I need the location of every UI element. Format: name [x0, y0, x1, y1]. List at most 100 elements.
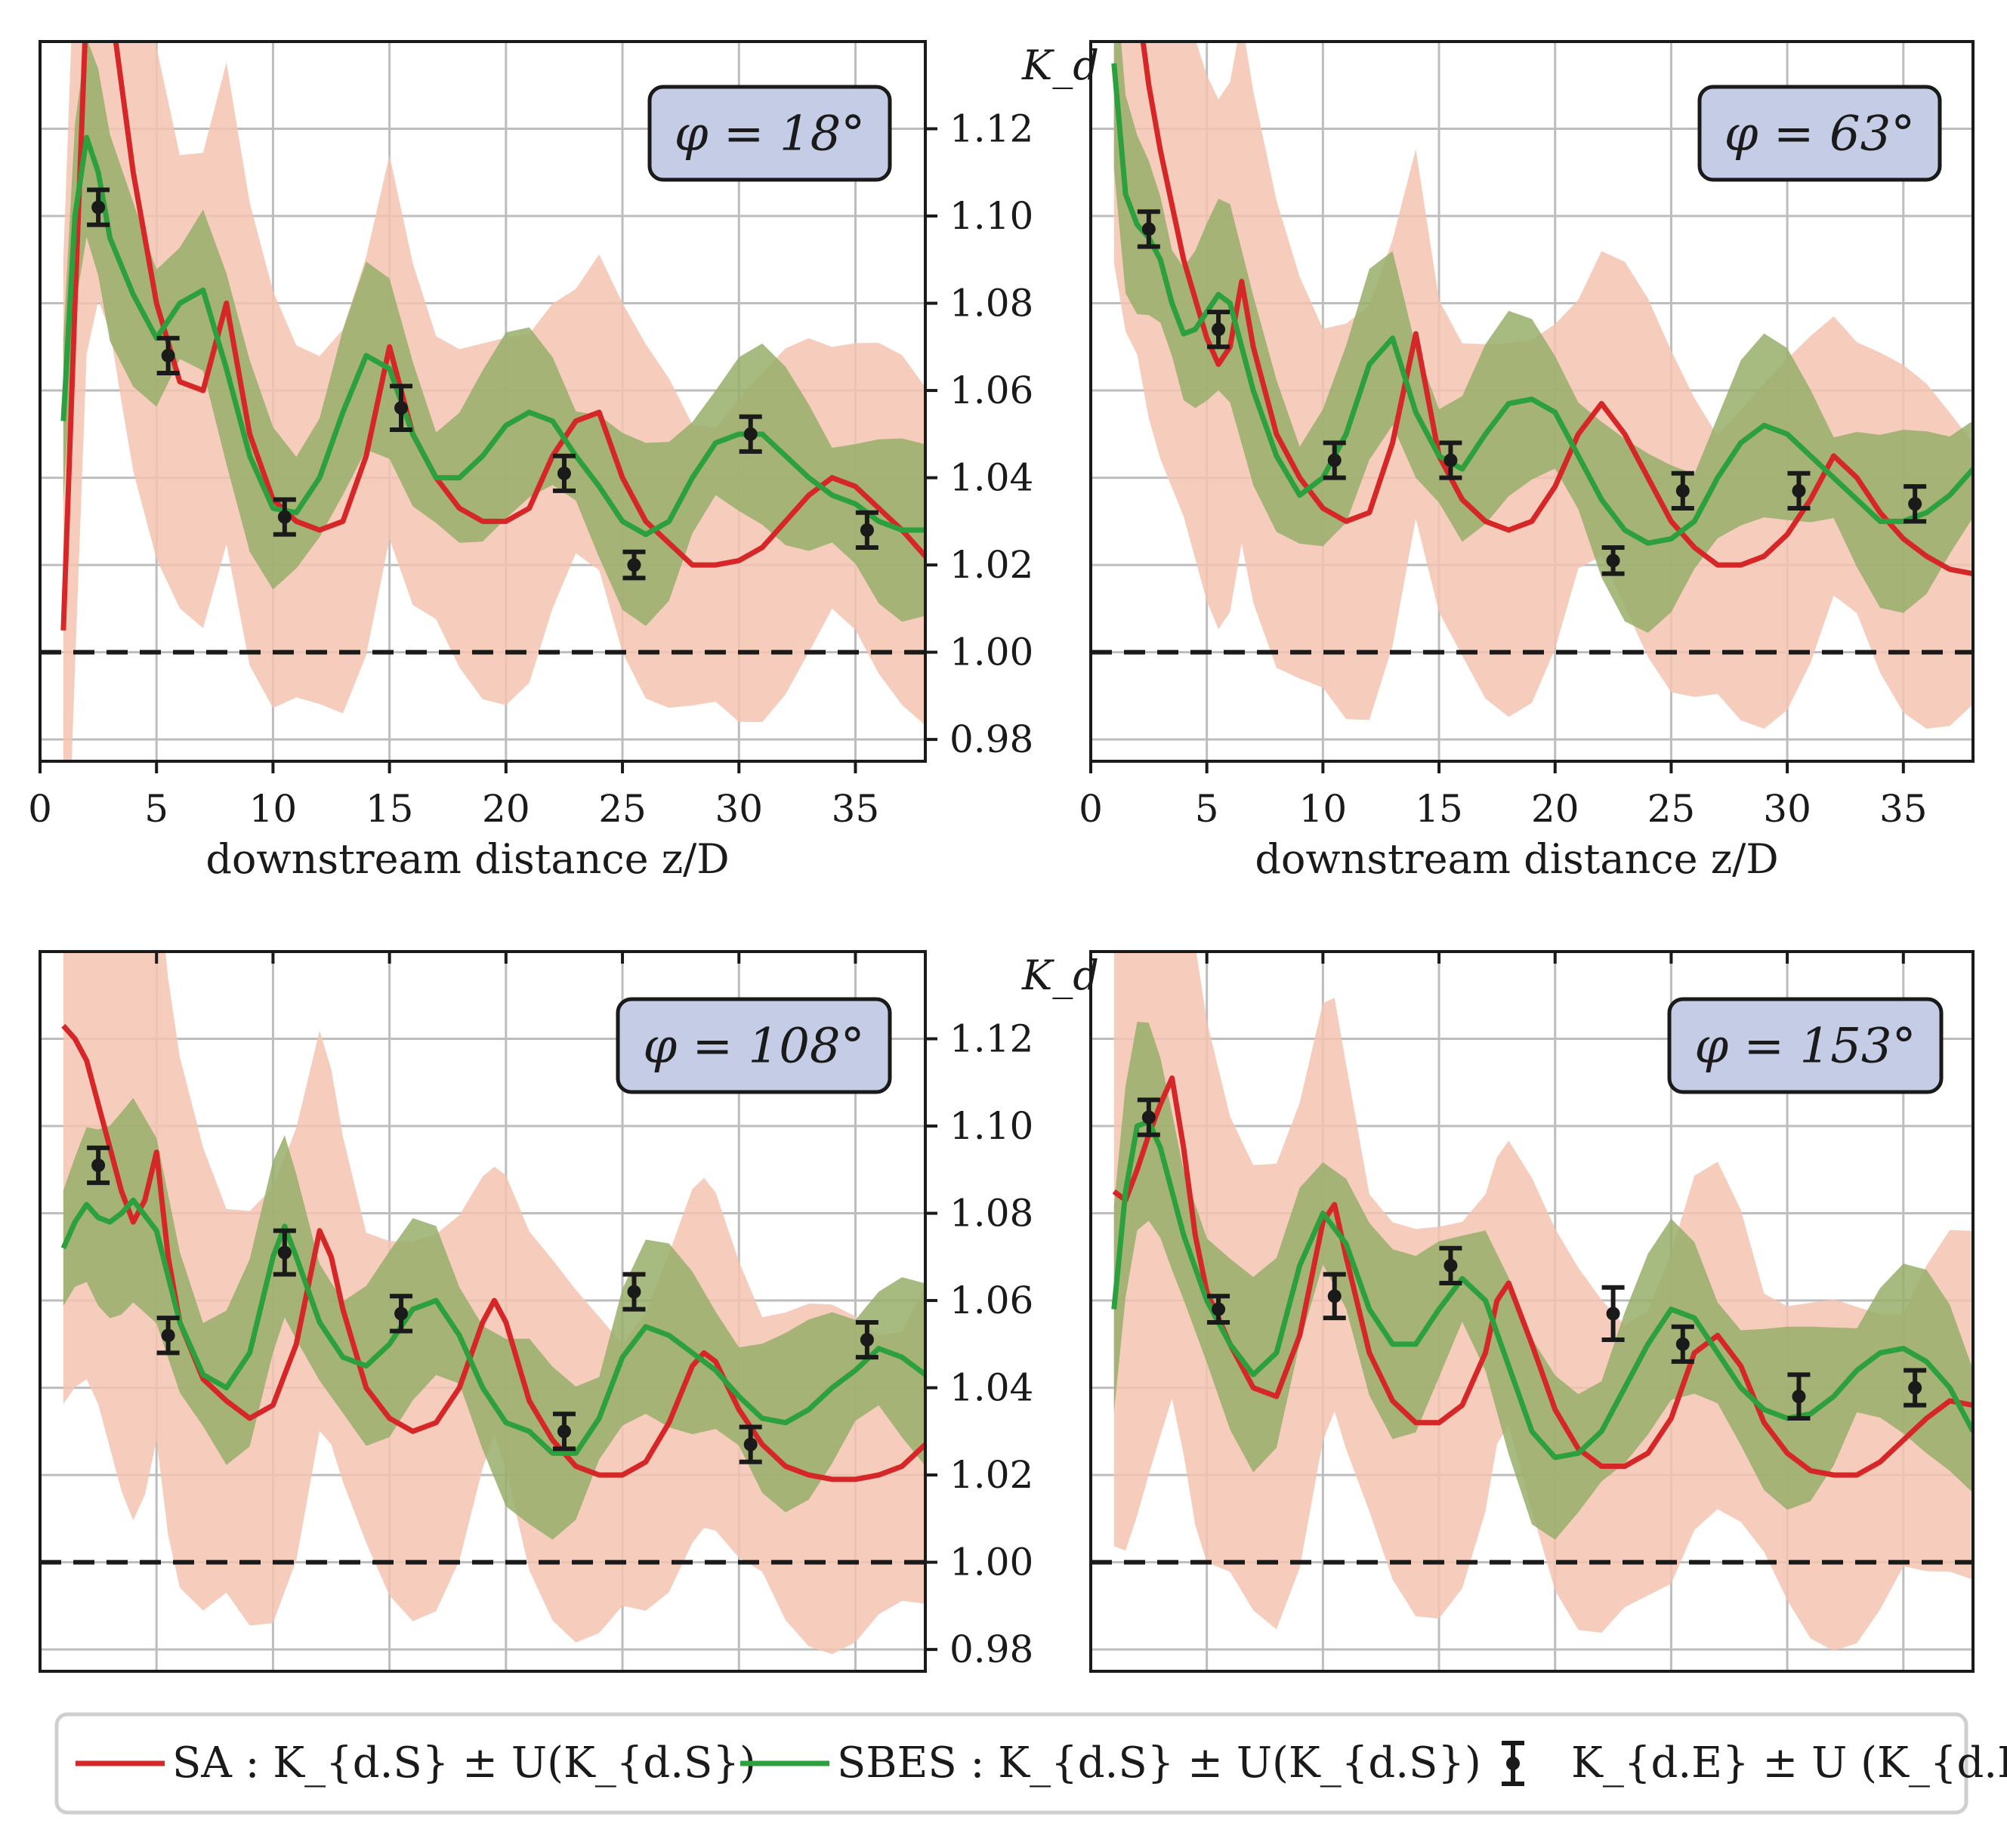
angle-label: φ = 18° — [675, 106, 866, 162]
sbes-uncertainty-band — [1113, 42, 1973, 633]
x-tick-label: 25 — [598, 787, 647, 831]
angle-label-box — [616, 997, 892, 1094]
sa-line — [1140, 42, 1973, 577]
x-tick-label: 10 — [1299, 787, 1348, 831]
axes-frame — [1089, 950, 1975, 1673]
exp-point — [1323, 440, 1346, 480]
x-tick-label: 20 — [1531, 787, 1579, 831]
exp-point — [156, 1316, 180, 1356]
y-tick-label: 1.10 — [949, 1104, 1033, 1148]
x-tick-label: 25 — [1647, 787, 1696, 831]
exp-point — [390, 384, 413, 433]
x-tick-label: 5 — [1195, 787, 1219, 831]
legend-exp-swatch — [1502, 1741, 1524, 1786]
sbes-line — [1111, 1118, 1973, 1461]
exp-point — [87, 1145, 110, 1186]
angle-label-box — [1667, 997, 1944, 1094]
sa-line — [1112, 1075, 1973, 1478]
axes-frame — [39, 950, 927, 1673]
exp-point — [390, 1294, 413, 1334]
y-tick-label: 1.04 — [949, 456, 1033, 500]
legend-frame — [54, 1712, 1968, 1815]
exp-point — [1207, 1294, 1230, 1325]
axes-frame — [39, 40, 927, 763]
panel-top-left: 0 5 10 15 20 25 30 35 downstream distance z/D 0.9… — [28, 40, 1099, 883]
exp-point — [1439, 440, 1462, 480]
sbes-uncertainty-band — [63, 1097, 925, 1540]
angle-label: φ = 63° — [1724, 106, 1916, 162]
legend-sbes-label: SBES : K_{d.S} ± U(K_{d.S}) — [837, 1738, 1481, 1788]
exp-point — [855, 510, 878, 550]
exp-point — [1207, 310, 1230, 350]
exp-point — [552, 1411, 576, 1452]
x-tick-label: 30 — [1763, 787, 1811, 831]
y-tick-label: 1.02 — [949, 543, 1033, 587]
x-axis-label: downstream distance z/D — [205, 835, 729, 883]
y-tick-label: 1.06 — [949, 369, 1033, 412]
exp-point — [1137, 209, 1160, 249]
exp-point — [156, 335, 180, 375]
exp-point — [552, 453, 576, 493]
angle-label-box — [1697, 85, 1942, 182]
y-tick-label: 1.12 — [949, 107, 1033, 151]
y-axis-label: K_d — [1021, 42, 1099, 89]
exp-point — [1601, 545, 1625, 576]
x-tick-label: 10 — [249, 787, 298, 831]
y-tick-label: 1.00 — [949, 631, 1033, 674]
x-axis-label: downstream distance z/D — [1255, 835, 1778, 883]
x-tick-label: 35 — [832, 787, 880, 831]
exp-point — [273, 1228, 296, 1277]
panel-bottom-right: φ = 153° — [1089, 950, 1975, 1673]
y-tick-label: 1.08 — [949, 1192, 1033, 1236]
exp-point — [1787, 1372, 1811, 1421]
exp-point — [1323, 1272, 1346, 1321]
exp-point — [1787, 470, 1811, 511]
x-tick-label: 35 — [1879, 787, 1928, 831]
legend-exp-label: K_{d.E} ± U (K_{d.E}) — [1571, 1738, 2007, 1788]
y-tick-label: 1.06 — [949, 1279, 1033, 1322]
angle-label-box — [647, 85, 892, 182]
exp-point — [1671, 470, 1694, 511]
angle-label: φ = 153° — [1694, 1019, 1916, 1075]
exp-point — [622, 549, 646, 581]
y-tick-label: 1.08 — [949, 282, 1033, 325]
y-tick-label: 1.10 — [949, 194, 1033, 238]
sbes-line — [1111, 63, 1973, 546]
panel-bottom-left: 0.98 1.00 1.02 1.04 1.06 1.08 1.10 1.12 K_d φ = 1… — [39, 950, 1099, 1673]
x-tick-label: 15 — [366, 787, 414, 831]
exp-point — [1904, 484, 1927, 524]
x-tick-label: 5 — [144, 787, 168, 831]
x-tick-label: 30 — [715, 787, 763, 831]
legend: SA : K_{d.S} ± U(K_{d.S}) SBES : K_{d.S} … — [54, 1712, 2007, 1815]
y-tick-label: 0.98 — [949, 717, 1033, 761]
exp-point — [1904, 1368, 1927, 1408]
exp-point — [1671, 1324, 1694, 1364]
exp-point — [1439, 1245, 1462, 1285]
exp-point — [273, 497, 296, 537]
angle-label: φ = 108° — [643, 1019, 864, 1075]
axes-frame — [1089, 40, 1975, 763]
y-tick-label: 0.98 — [949, 1627, 1033, 1671]
x-tick-label: 0 — [1079, 787, 1103, 831]
x-tick-label: 0 — [28, 787, 52, 831]
x-tick-label: 15 — [1415, 787, 1463, 831]
y-tick-label: 1.12 — [949, 1017, 1033, 1061]
sa-line — [60, 42, 925, 631]
sbes-uncertainty-band — [63, 42, 925, 626]
exp-point — [739, 1424, 762, 1464]
exp-point — [1601, 1285, 1625, 1343]
sbes-line — [60, 134, 925, 538]
y-tick-label: 1.04 — [949, 1366, 1033, 1410]
y-axis-label: K_d — [1021, 952, 1099, 999]
exp-point — [739, 414, 762, 454]
exp-point — [622, 1272, 646, 1312]
y-tick-label: 1.00 — [949, 1541, 1033, 1584]
panel-top-right: 0 5 10 15 20 25 30 35 downstream distance z/D φ =… — [1079, 40, 1975, 883]
x-tick-label: 20 — [482, 787, 530, 831]
exp-point — [1137, 1097, 1160, 1137]
y-tick-label: 1.02 — [949, 1453, 1033, 1497]
legend-sa-label: SA : K_{d.S} ± U(K_{d.S}) — [172, 1738, 756, 1788]
exp-point — [87, 187, 110, 227]
exp-point — [855, 1319, 878, 1360]
